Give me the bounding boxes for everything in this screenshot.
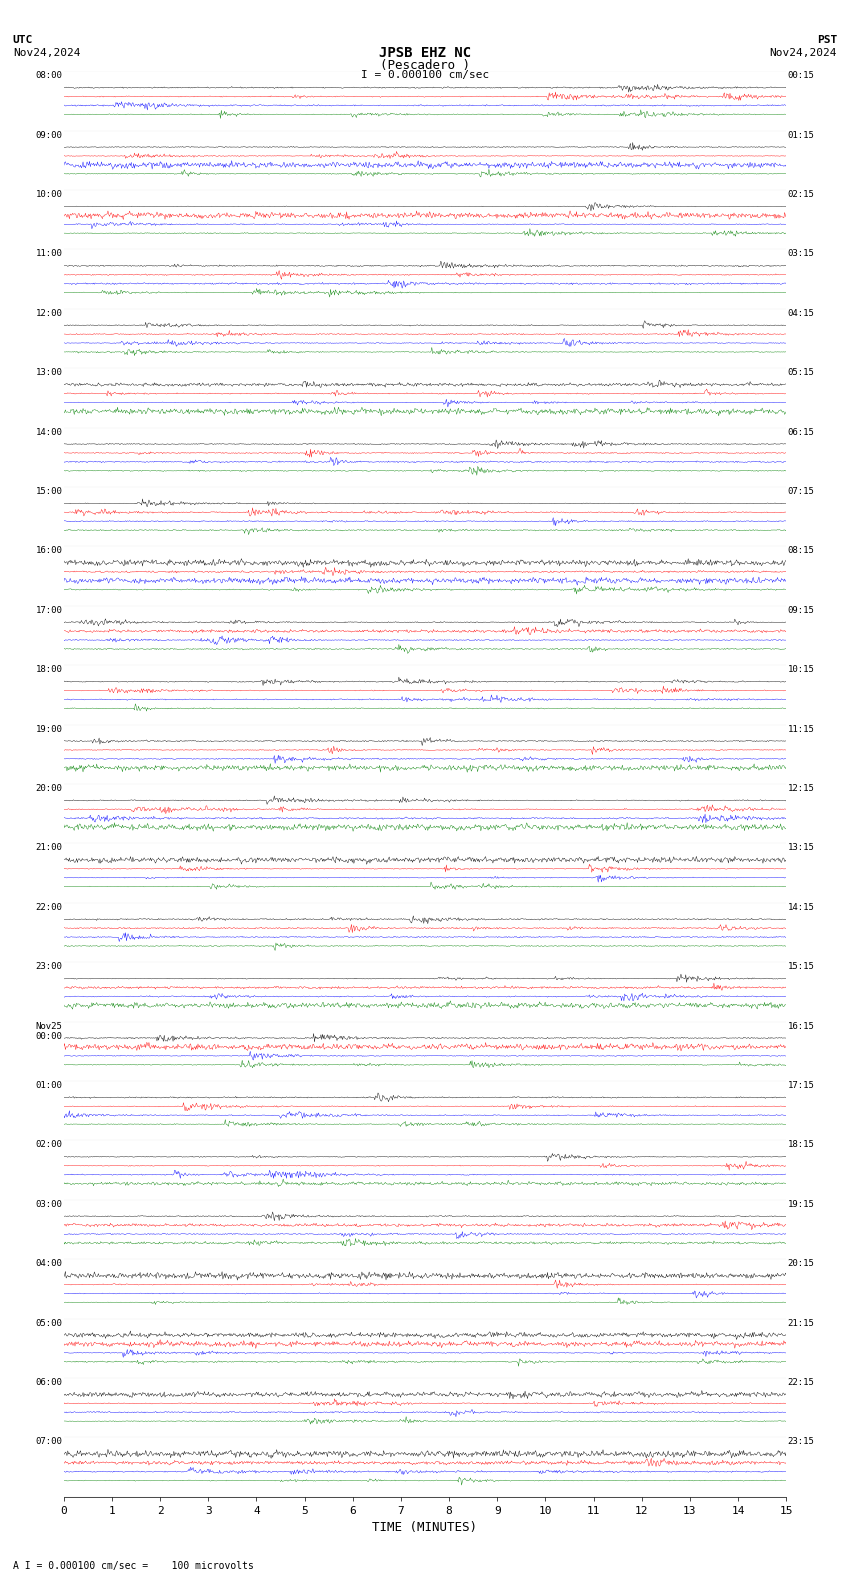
- Text: Nov24,2024: Nov24,2024: [770, 48, 837, 57]
- Text: 10:15: 10:15: [788, 665, 814, 675]
- Text: 21:00: 21:00: [36, 843, 62, 852]
- Text: 06:00: 06:00: [36, 1378, 62, 1388]
- Text: 06:15: 06:15: [788, 428, 814, 437]
- Text: 10:00: 10:00: [36, 190, 62, 200]
- Text: 16:15: 16:15: [788, 1022, 814, 1031]
- Text: 11:00: 11:00: [36, 249, 62, 258]
- Text: 23:00: 23:00: [36, 963, 62, 971]
- Text: 19:00: 19:00: [36, 725, 62, 733]
- Text: 01:00: 01:00: [36, 1080, 62, 1090]
- Text: (Pescadero ): (Pescadero ): [380, 59, 470, 71]
- Text: 13:15: 13:15: [788, 843, 814, 852]
- Text: JPSB EHZ NC: JPSB EHZ NC: [379, 46, 471, 60]
- Text: Nov25
00:00: Nov25 00:00: [36, 1022, 62, 1041]
- Text: 13:00: 13:00: [36, 369, 62, 377]
- Text: 17:15: 17:15: [788, 1080, 814, 1090]
- Text: 11:15: 11:15: [788, 725, 814, 733]
- Text: 17:00: 17:00: [36, 607, 62, 615]
- Text: PST: PST: [817, 35, 837, 44]
- Text: 16:00: 16:00: [36, 546, 62, 556]
- Text: 08:00: 08:00: [36, 71, 62, 81]
- Text: 07:00: 07:00: [36, 1438, 62, 1446]
- X-axis label: TIME (MINUTES): TIME (MINUTES): [372, 1522, 478, 1535]
- Text: 01:15: 01:15: [788, 131, 814, 139]
- Text: 14:15: 14:15: [788, 903, 814, 912]
- Text: Nov24,2024: Nov24,2024: [13, 48, 80, 57]
- Text: 22:15: 22:15: [788, 1378, 814, 1388]
- Text: 21:15: 21:15: [788, 1318, 814, 1327]
- Text: 00:15: 00:15: [788, 71, 814, 81]
- Text: 05:15: 05:15: [788, 369, 814, 377]
- Text: 04:00: 04:00: [36, 1259, 62, 1269]
- Text: 15:00: 15:00: [36, 488, 62, 496]
- Text: 12:15: 12:15: [788, 784, 814, 794]
- Text: 02:00: 02:00: [36, 1140, 62, 1150]
- Text: 19:15: 19:15: [788, 1201, 814, 1209]
- Text: 18:15: 18:15: [788, 1140, 814, 1150]
- Text: 22:00: 22:00: [36, 903, 62, 912]
- Text: 03:15: 03:15: [788, 249, 814, 258]
- Text: I = 0.000100 cm/sec: I = 0.000100 cm/sec: [361, 70, 489, 79]
- Text: 23:15: 23:15: [788, 1438, 814, 1446]
- Text: 15:15: 15:15: [788, 963, 814, 971]
- Text: 09:15: 09:15: [788, 607, 814, 615]
- Text: 05:00: 05:00: [36, 1318, 62, 1327]
- Text: 20:00: 20:00: [36, 784, 62, 794]
- Text: UTC: UTC: [13, 35, 33, 44]
- Text: 08:15: 08:15: [788, 546, 814, 556]
- Text: 02:15: 02:15: [788, 190, 814, 200]
- Text: 18:00: 18:00: [36, 665, 62, 675]
- Text: 07:15: 07:15: [788, 488, 814, 496]
- Text: 09:00: 09:00: [36, 131, 62, 139]
- Text: 03:00: 03:00: [36, 1201, 62, 1209]
- Text: 12:00: 12:00: [36, 309, 62, 318]
- Text: 20:15: 20:15: [788, 1259, 814, 1269]
- Text: 04:15: 04:15: [788, 309, 814, 318]
- Text: A I = 0.000100 cm/sec =    100 microvolts: A I = 0.000100 cm/sec = 100 microvolts: [13, 1562, 253, 1571]
- Text: 14:00: 14:00: [36, 428, 62, 437]
